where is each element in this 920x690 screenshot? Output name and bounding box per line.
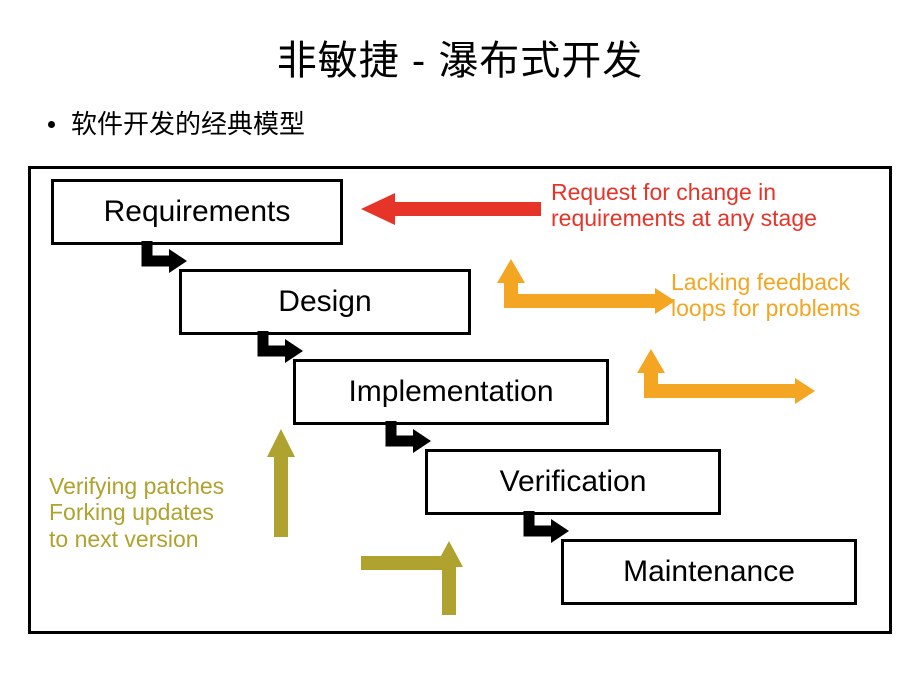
olive-arrow-icon [331, 513, 471, 623]
stage-label: Implementation [348, 375, 553, 409]
annotation-olive: Verifying patches Forking updates to nex… [49, 473, 224, 552]
waterfall-diagram: Requirements Design Implementation Verif… [28, 166, 892, 634]
orange-arrow-icon [615, 347, 815, 407]
stage-verification: Verification [425, 449, 721, 515]
annotation-orange: Lacking feedback loops for problems [671, 269, 860, 322]
annotation-line: requirements at any stage [551, 205, 817, 231]
subtitle-row: 软件开发的经典模型 [0, 86, 920, 141]
stage-label: Requirements [104, 195, 291, 229]
annotation-line: Lacking feedback [671, 269, 850, 295]
bullet-icon [48, 121, 55, 128]
orange-arrow-icon [475, 257, 675, 317]
slide-title: 非敏捷 - 瀑布式开发 [0, 0, 920, 86]
stage-label: Design [278, 285, 371, 319]
stage-label: Verification [500, 465, 647, 499]
flow-arrow-icon [381, 421, 441, 461]
annotation-line: to next version [49, 526, 199, 552]
annotation-line: loops for problems [671, 295, 860, 321]
flow-arrow-icon [253, 331, 313, 371]
stage-label: Maintenance [623, 555, 795, 589]
stage-implementation: Implementation [293, 359, 609, 425]
annotation-line: Request for change in [551, 179, 776, 205]
flow-arrow-icon [519, 511, 579, 551]
stage-maintenance: Maintenance [561, 539, 857, 605]
annotation-line: Verifying patches [49, 473, 224, 499]
stage-requirements: Requirements [51, 179, 343, 245]
flow-arrow-icon [137, 241, 197, 281]
annotation-red: Request for change in requirements at an… [551, 179, 817, 232]
annotation-line: Forking updates [49, 499, 214, 525]
olive-arrow-icon [263, 425, 303, 543]
stage-design: Design [179, 269, 471, 335]
red-arrow-icon [351, 191, 551, 231]
subtitle-text: 软件开发的经典模型 [71, 109, 305, 139]
